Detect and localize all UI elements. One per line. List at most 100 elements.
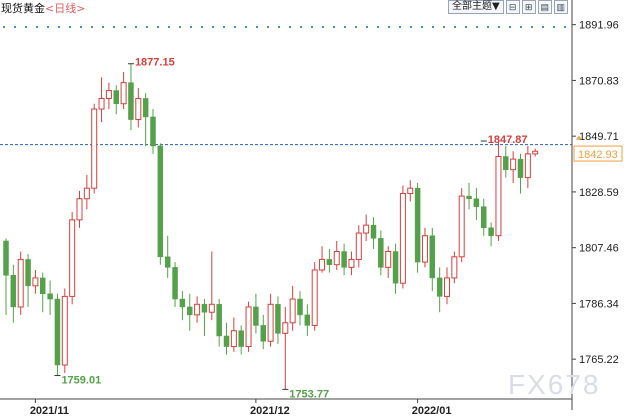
candle-body-down[interactable]	[414, 187, 421, 263]
period-label[interactable]: <日线>	[45, 2, 86, 15]
candle-body-down[interactable]	[25, 259, 31, 287]
candle-body-down[interactable]	[201, 304, 208, 313]
y-tick-label: 1765.22	[579, 354, 619, 366]
candle-body-up[interactable]	[510, 158, 517, 171]
candle-body-up[interactable]	[61, 295, 68, 366]
candle-body-up[interactable]	[120, 82, 127, 105]
chart-toolbar: 全部主题▼ ⊟ ⊞ ▤ ▥	[448, 0, 568, 14]
chart-title: 现货黄金<日线>	[1, 0, 85, 16]
candle-body-up[interactable]	[91, 108, 98, 189]
candle-body-down[interactable]	[488, 227, 494, 236]
candle-body-down[interactable]	[157, 145, 164, 258]
candle-body-down[interactable]	[150, 116, 156, 147]
grid-dot	[189, 25, 193, 29]
candle-body-down[interactable]	[187, 306, 193, 316]
candle-body-up[interactable]	[76, 198, 83, 221]
candle-body-down[interactable]	[54, 298, 61, 366]
candle-body-up[interactable]	[348, 258, 355, 268]
candle-body-down[interactable]	[47, 293, 53, 300]
candle-body-up[interactable]	[363, 224, 370, 234]
theme-select[interactable]: 全部主题▼	[448, 0, 504, 14]
candle-body-up[interactable]	[245, 306, 252, 348]
candle-body-up[interactable]	[311, 269, 318, 326]
grid-dot	[233, 25, 237, 29]
grid-dot	[244, 25, 248, 29]
candle-body-down[interactable]	[10, 275, 17, 308]
candle-body-down[interactable]	[466, 195, 472, 199]
candle-body-up[interactable]	[289, 298, 296, 324]
grid-dot	[200, 25, 204, 29]
grid-dot	[112, 25, 116, 29]
candle-body-up[interactable]	[385, 251, 392, 268]
candle-body-down[interactable]	[341, 251, 347, 268]
grid-dot	[288, 25, 292, 29]
candle-body-up[interactable]	[194, 303, 201, 316]
candle-body-down[interactable]	[216, 304, 222, 337]
candle-body-up[interactable]	[355, 232, 362, 260]
candle-body-up[interactable]	[444, 277, 450, 297]
candle-body-up[interactable]	[319, 258, 326, 271]
fx678-watermark: FX678	[508, 369, 601, 400]
candle-body-up[interactable]	[282, 322, 289, 334]
candle-body-down[interactable]	[297, 298, 303, 316]
candle-body-down[interactable]	[113, 90, 119, 104]
candle-body-up[interactable]	[69, 219, 76, 297]
candle-body-up[interactable]	[17, 258, 24, 308]
candle-body-up[interactable]	[333, 251, 340, 266]
candle-body-up[interactable]	[524, 153, 531, 179]
candle-body-up[interactable]	[267, 303, 274, 342]
settings-button[interactable]: ▥	[553, 0, 568, 14]
layout-button[interactable]: ▤	[537, 0, 552, 14]
expand-button[interactable]: ⊞	[521, 0, 536, 14]
candle-body-up[interactable]	[230, 330, 237, 348]
candle-body-up[interactable]	[83, 187, 90, 200]
candle-body-down[interactable]	[481, 206, 487, 229]
candle-body-up[interactable]	[208, 303, 215, 313]
candle-body-up[interactable]	[495, 156, 502, 237]
candle-body-down[interactable]	[260, 325, 266, 342]
candle-body-down[interactable]	[392, 251, 399, 284]
y-tick-labels: 1891.96 1870.83 1849.71 1828.59 1807.46 1786.…	[572, 20, 619, 366]
candle-body-down[interactable]	[142, 98, 149, 118]
candle-body-down[interactable]	[164, 256, 171, 268]
grid-dot	[563, 25, 567, 29]
candle-body-up[interactable]	[399, 192, 406, 284]
candle-body-up[interactable]	[407, 187, 414, 194]
candle-body-up[interactable]	[135, 97, 142, 121]
grid-dot	[519, 25, 523, 29]
candle-body-down[interactable]	[275, 304, 281, 334]
candle-body-down[interactable]	[326, 259, 333, 265]
collapse-button[interactable]: ⊟	[505, 0, 520, 14]
candle-body-down[interactable]	[503, 156, 509, 170]
candle-body-down[interactable]	[172, 267, 178, 300]
candle-body-up[interactable]	[458, 195, 465, 258]
candle-body-down[interactable]	[378, 238, 384, 268]
candle-body-down[interactable]	[436, 277, 443, 297]
grid-dot	[145, 25, 149, 29]
candles-group	[3, 63, 539, 390]
candle-body-up[interactable]	[532, 150, 539, 155]
candle-body-down[interactable]	[223, 335, 230, 347]
candle-body-up[interactable]	[105, 90, 112, 99]
grid-dot	[431, 25, 435, 29]
grid-dot	[2, 25, 6, 29]
candle-body-down[interactable]	[3, 240, 9, 276]
candle-body-down[interactable]	[179, 298, 186, 308]
candle-body-down[interactable]	[238, 330, 244, 347]
candle-body-down[interactable]	[473, 198, 480, 207]
candle-body-down[interactable]	[40, 277, 46, 295]
candle-body-down[interactable]	[429, 235, 436, 279]
candle-body-down[interactable]	[253, 306, 259, 326]
candle-body-up[interactable]	[32, 277, 39, 287]
candle-body-down[interactable]	[304, 314, 311, 326]
grid-dot	[178, 25, 182, 29]
candle-body-down[interactable]	[128, 82, 134, 120]
candle-body-down[interactable]	[370, 224, 377, 239]
candle-body-up[interactable]	[451, 256, 458, 279]
grid-dot	[321, 25, 325, 29]
candle-body-up[interactable]	[98, 97, 105, 110]
candle-body-up[interactable]	[421, 235, 428, 263]
grid-dot	[541, 25, 545, 29]
candle-body-down[interactable]	[517, 158, 524, 178]
